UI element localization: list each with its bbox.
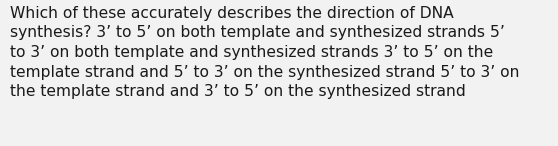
Text: Which of these accurately describes the direction of DNA
synthesis? 3’ to 5’ on : Which of these accurately describes the …	[10, 6, 519, 99]
